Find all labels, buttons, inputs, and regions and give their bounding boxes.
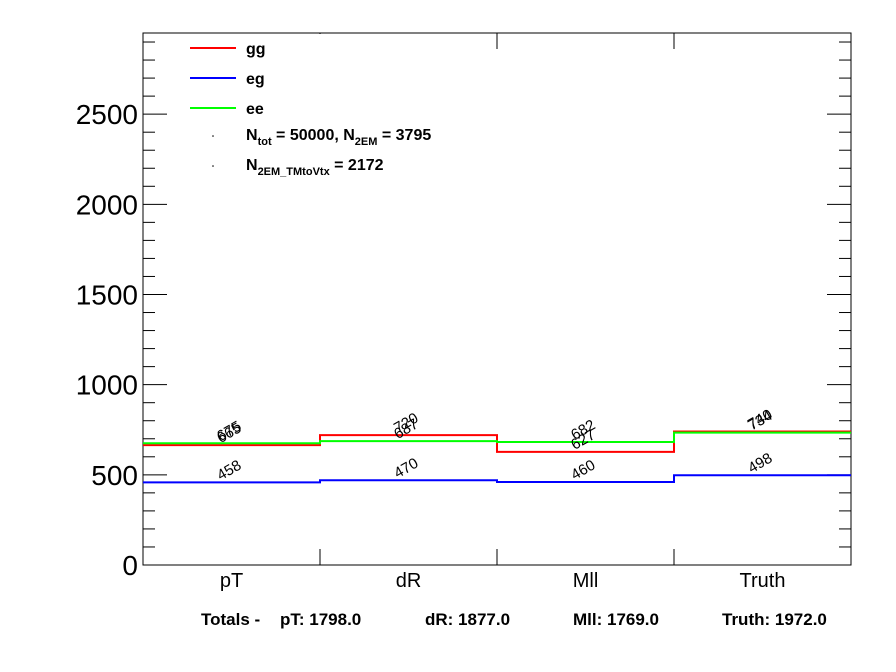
totals-truth: Truth: 1972.0 [722,610,827,629]
legend-label-ee: ee [246,101,264,118]
totals-prefix: Totals - [201,610,261,629]
legend-marker-dot [212,165,214,167]
text-run: = 3795 [377,127,431,144]
series-layer [143,430,851,484]
legend-label-eg: eg [246,71,265,88]
y-tick-label: 0 [122,550,138,581]
legend-label-gg: gg [246,41,266,58]
text-run: = 2172 [330,157,384,174]
y-tick-label: 1000 [76,370,138,401]
subscript: 2EM_TMtoVtx [258,166,331,178]
y-tick-label: 1500 [76,279,138,310]
subscript: tot [258,136,272,148]
data-label-eg: 498 [745,450,775,477]
text-run: = 50000, N [272,127,355,144]
totals-pt: pT: 1798.0 [280,610,362,629]
legend-marker-dot [212,135,214,137]
data-label-eg: 460 [568,457,598,484]
series-ee-line [143,431,851,445]
y-tick-label: 2500 [76,99,138,130]
x-category-label: dR [396,570,422,592]
data-label-ee: 734 [745,407,775,434]
y-tick-label: 2000 [76,189,138,220]
data-label-eg: 458 [214,457,244,484]
totals-mll: Mll: 1769.0 [573,610,659,629]
totals-dr: dR: 1877.0 [425,610,511,629]
x-category-label: pT [220,570,243,592]
legend-box [186,34,448,186]
legend-text-line: Ntot = 50000, N2EM = 3795 [246,127,431,148]
y-tick-label: 500 [91,460,138,491]
text-run: N [246,157,258,174]
totals-bar: Totals - pT: 1798.0 dR: 1877.0 Mll: 1769… [0,610,896,636]
series-eg-line [143,474,851,484]
x-category-label: Truth [740,570,786,592]
data-label-eg: 470 [391,455,421,482]
text-run: N [246,127,258,144]
subscript: 2EM [355,136,378,148]
legend-text-line: N2EM_TMtoVtx = 2172 [246,157,384,178]
x-category-label: Mll [573,570,599,592]
